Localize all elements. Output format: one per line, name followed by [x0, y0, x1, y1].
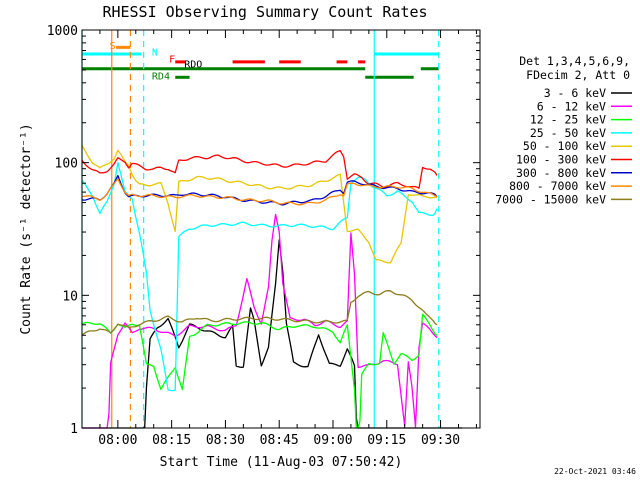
legend-label: 3 - 6 keV: [544, 86, 606, 100]
x-axis-label: Start Time (11-Aug-03 07:50:42): [160, 455, 403, 470]
y-tick-label: 1000: [47, 24, 78, 39]
y-tick-label: 100: [55, 157, 78, 172]
plot-frame: [81, 29, 481, 429]
x-tick-label: 09:30: [421, 433, 460, 448]
annotation-labels: S NF RDO RD4: [110, 41, 203, 82]
x-tick-label: 08:45: [260, 433, 299, 448]
annotation-bars: [82, 45, 439, 79]
series-line: [81, 149, 438, 189]
annotation-label: S: [110, 41, 116, 52]
annotation-label: RDO: [184, 60, 202, 71]
legend-header-line-1: Det 1,3,4,5,6,9,: [519, 54, 630, 68]
annotation-label: RD4: [152, 71, 170, 82]
series-line: [81, 145, 438, 264]
legend-label: 7000 - 15000 keV: [495, 192, 606, 206]
series-lines: [81, 145, 463, 429]
legend-label: 50 - 100 keV: [523, 139, 606, 153]
x-tick-label: 08:00: [98, 433, 137, 448]
x-axis: 08:00 08:15 08:30 08:45 09:00 09:15 09:30: [98, 30, 477, 448]
series-line: [81, 162, 438, 392]
annotation-label: F: [169, 54, 175, 65]
legend-header-line-2: FDecim 2, Att 0: [526, 68, 630, 82]
annotation-vlines: [81, 30, 440, 428]
series-line: [81, 290, 438, 336]
legend-label: 300 - 800 keV: [516, 166, 606, 180]
y-tick-label: 10: [62, 289, 78, 304]
y-axis-label: Count Rate (s⁻¹ detector⁻¹): [19, 123, 34, 334]
y-axis: 1 10 100 1000: [47, 24, 480, 437]
series-line: [82, 213, 438, 429]
x-tick-label: 08:30: [206, 433, 245, 448]
footer-timestamp: 22-Oct-2021 03:46: [554, 467, 636, 476]
legend-label: 100 - 300 keV: [516, 153, 606, 167]
annotation-label: N: [152, 48, 158, 59]
series-line: [82, 178, 438, 206]
legend-label: 12 - 25 keV: [530, 113, 606, 127]
x-tick-label: 09:15: [367, 433, 406, 448]
legend-label: 800 - 7000 keV: [509, 179, 606, 193]
chart-title: RHESSI Observing Summary Count Rates: [102, 3, 427, 21]
series-line: [81, 313, 438, 429]
legend-label: 6 - 12 keV: [537, 99, 606, 113]
x-tick-label: 08:15: [152, 433, 191, 448]
y-tick-label: 1: [70, 422, 78, 437]
x-tick-label: 09:00: [313, 433, 352, 448]
legend-label: 25 - 50 keV: [530, 126, 606, 140]
series-line: [82, 239, 463, 429]
